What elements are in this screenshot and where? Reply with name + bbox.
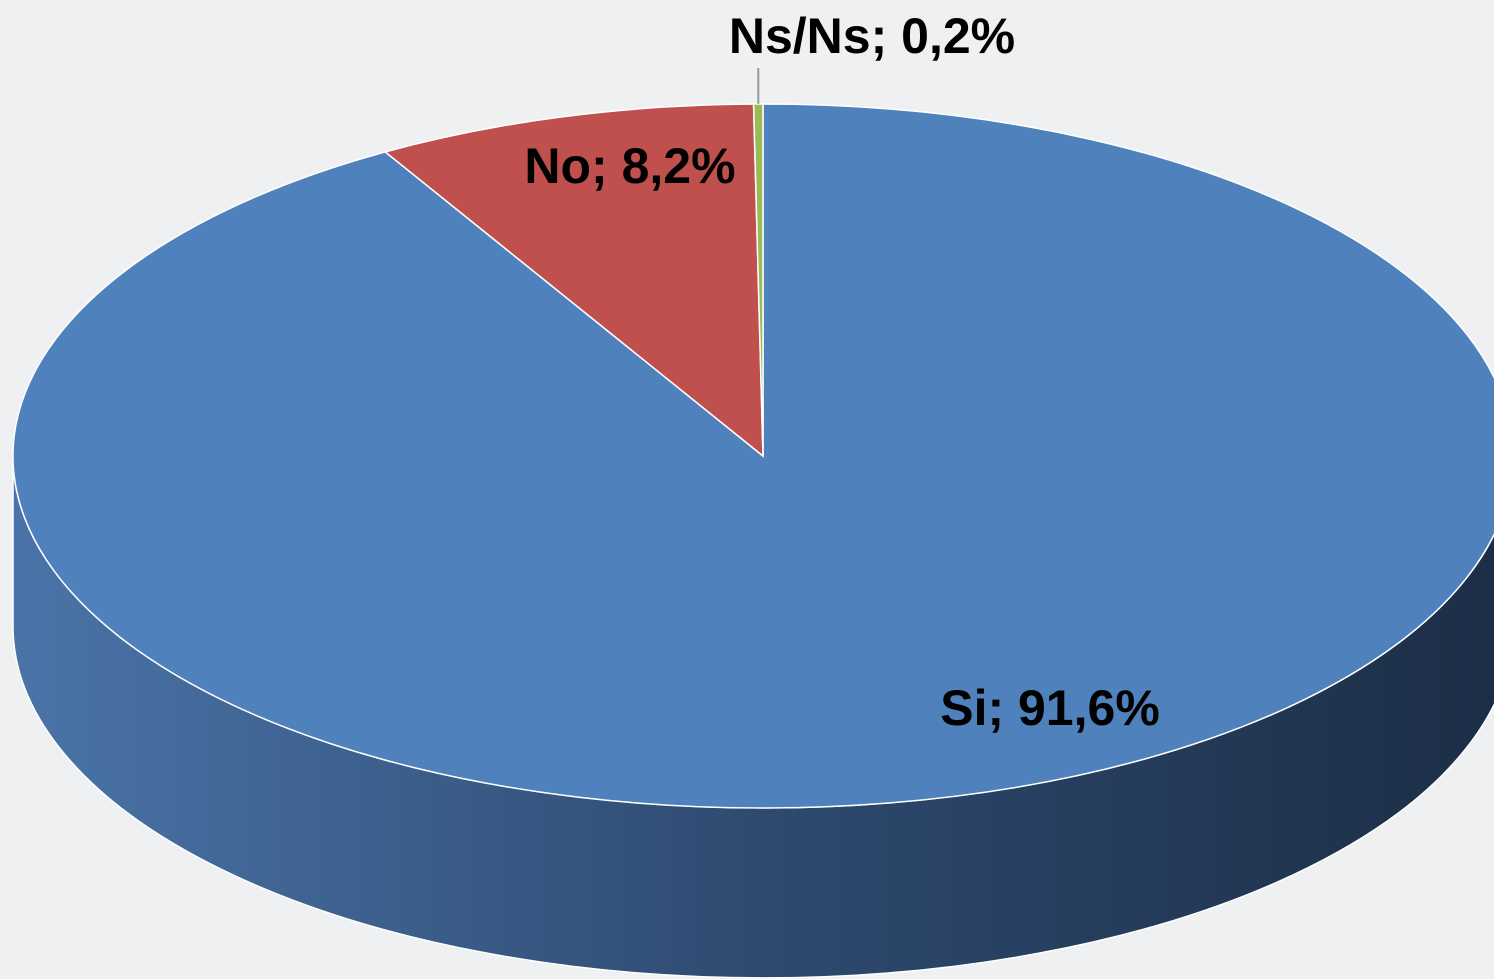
slice (752, 103, 764, 457)
data-label: No; 8,2% (524, 138, 735, 194)
slice (383, 103, 764, 458)
data-label: Si; 91,6% (940, 680, 1160, 736)
slice (12, 103, 1494, 809)
data-label: Ns/Ns; 0,2% (729, 8, 1015, 64)
